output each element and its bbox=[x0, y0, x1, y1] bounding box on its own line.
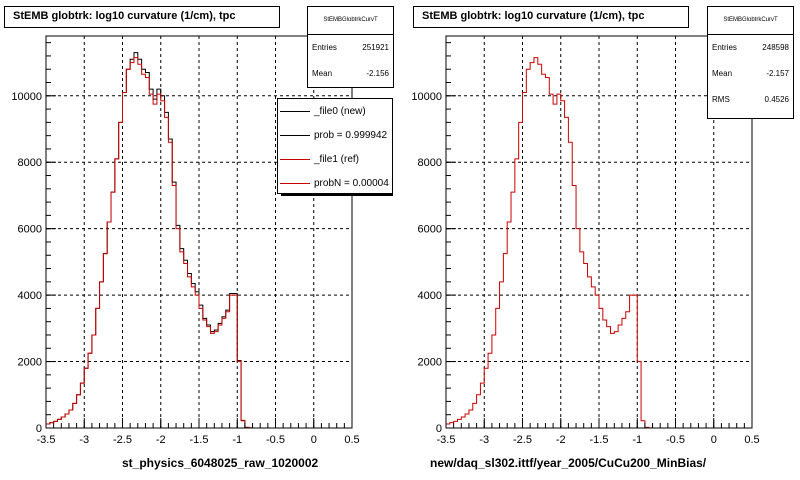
left-stats-name: StEMBGlobtrkCurvT bbox=[308, 7, 393, 35]
right-x-tick-label: -3 bbox=[479, 434, 489, 446]
right-panel-title-text: StEMB globtrk: log10 curvature (1/cm), t… bbox=[422, 10, 645, 22]
right-y-tick-label: 10000 bbox=[411, 91, 442, 103]
right-x-tick-label: 0 bbox=[711, 434, 717, 446]
right-stats-row-rms: RMS 0.4526 bbox=[708, 87, 793, 113]
legend-box: _file0 (new) prob = 0.999942 _file1 (ref… bbox=[277, 98, 393, 194]
right-stats-label: Mean bbox=[712, 69, 733, 78]
right-y-tick-label: 2000 bbox=[418, 357, 442, 369]
right-x-tick-label: -1.5 bbox=[590, 434, 609, 446]
left-y-tick-label: 6000 bbox=[18, 224, 42, 236]
left-stats-value: 251921 bbox=[362, 43, 389, 52]
right-panel-title: StEMB globtrk: log10 curvature (1/cm), t… bbox=[413, 6, 689, 28]
left-stats-label: Mean bbox=[312, 69, 333, 78]
left-stats-label: Entries bbox=[312, 43, 337, 52]
right-x-tick-label: -2 bbox=[556, 434, 566, 446]
left-panel-title-text: StEMB globtrk: log10 curvature (1/cm), t… bbox=[13, 10, 236, 22]
right-x-tick-label: -3.5 bbox=[437, 434, 456, 446]
left-y-tick-label: 10000 bbox=[11, 91, 42, 103]
left-x-tick-label: -1.5 bbox=[190, 434, 209, 446]
legend-entry: probN = 0.00004 bbox=[278, 171, 392, 193]
left-stats-value: -2.156 bbox=[366, 69, 389, 78]
legend-label: prob = 0.999942 bbox=[314, 129, 388, 141]
legend-swatch-ref bbox=[280, 182, 310, 184]
left-y-tick-label: 4000 bbox=[18, 290, 42, 302]
right-stats-row-entries: Entries 248598 bbox=[708, 35, 793, 61]
left-x-tick-label: -2 bbox=[156, 434, 166, 446]
left-file-label: st_physics_6048025_raw_1020002 bbox=[122, 456, 319, 470]
left-x-tick-label: -3.5 bbox=[37, 434, 56, 446]
right-stats-box: StEMBGlobtrkCurvT Entries 248598 Mean -2… bbox=[707, 6, 794, 119]
left-x-tick-label: 0 bbox=[311, 434, 317, 446]
right-x-tick-label: -1 bbox=[632, 434, 642, 446]
left-stats-row-entries: Entries 251921 bbox=[308, 35, 393, 61]
legend-swatch-new bbox=[280, 134, 310, 136]
left-x-tick-label: 0.5 bbox=[344, 434, 359, 446]
left-y-tick-label: 0 bbox=[36, 423, 42, 435]
left-y-tick-label: 8000 bbox=[18, 157, 42, 169]
legend-swatch-ref bbox=[280, 158, 310, 160]
right-y-tick-label: 4000 bbox=[418, 290, 442, 302]
legend-entry: _file0 (new) bbox=[278, 99, 392, 123]
right-y-tick-label: 0 bbox=[436, 423, 442, 435]
right-stats-row-mean: Mean -2.157 bbox=[708, 61, 793, 87]
right-x-tick-label: -0.5 bbox=[666, 434, 685, 446]
right-x-tick-label: 0.5 bbox=[744, 434, 759, 446]
left-stats-box: StEMBGlobtrkCurvT Entries 251921 Mean -2… bbox=[307, 6, 394, 88]
right-file-label: new/daq_sl302.ittf/year_2005/CuCu200_Min… bbox=[430, 456, 707, 470]
legend-entry: prob = 0.999942 bbox=[278, 123, 392, 147]
left-x-tick-label: -3 bbox=[79, 434, 89, 446]
right-x-tick-label: -2.5 bbox=[513, 434, 532, 446]
right-y-tick-label: 6000 bbox=[418, 224, 442, 236]
right-y-tick-label: 8000 bbox=[418, 157, 442, 169]
legend-swatch-new bbox=[280, 110, 310, 112]
legend-shadow bbox=[281, 192, 393, 196]
left-x-tick-label: -2.5 bbox=[113, 434, 132, 446]
right-stats-label: Entries bbox=[712, 43, 737, 52]
legend-label: probN = 0.00004 bbox=[314, 177, 389, 189]
right-stats-value: 0.4526 bbox=[764, 95, 789, 104]
legend-entry: _file1 (ref) bbox=[278, 147, 392, 171]
right-stats-label: RMS bbox=[712, 95, 730, 104]
left-plot-frame bbox=[45, 35, 353, 429]
legend-label: _file1 (ref) bbox=[314, 153, 360, 165]
left-x-tick-label: -0.5 bbox=[266, 434, 285, 446]
left-panel-title: StEMB globtrk: log10 curvature (1/cm), t… bbox=[4, 6, 280, 28]
right-stats-value: 248598 bbox=[762, 43, 789, 52]
legend-label: _file0 (new) bbox=[314, 105, 366, 117]
right-stats-value: -2.157 bbox=[766, 69, 789, 78]
left-y-tick-label: 2000 bbox=[18, 357, 42, 369]
left-x-tick-label: -1 bbox=[232, 434, 242, 446]
right-stats-name: StEMBGlobtrkCurvT bbox=[708, 7, 793, 35]
left-stats-row-mean: Mean -2.156 bbox=[308, 61, 393, 87]
